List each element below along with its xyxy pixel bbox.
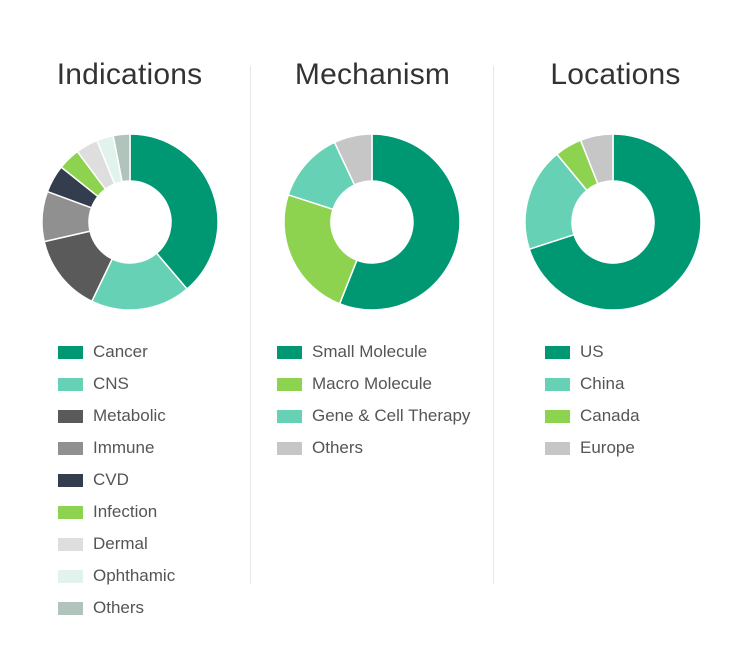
legend-label: Dermal [93,534,148,553]
legend-swatch [58,345,83,359]
legend-label: Ophthamic [93,566,176,585]
legend-swatch [58,409,83,423]
legend-label: Immune [93,438,155,457]
legend-item-small-molecule: Small Molecule [277,336,470,368]
legend-item-infection: Infection [58,496,175,528]
legend-item-gene-and-cell-therapy: Gene & Cell Therapy [277,400,470,432]
locations-legend: US China Canada Europe [545,336,640,464]
legend-swatch [58,505,83,519]
legend-label: Europe [580,438,635,457]
legend-item-canada: Canada [545,400,640,432]
legend-item-cns: CNS [58,368,175,400]
indications-legend: Cancer CNS Metabolic Immune CVD Infection Derm… [58,336,175,624]
legend-swatch [545,377,570,391]
legend-item-immune: Immune [58,432,175,464]
divider [493,66,494,584]
legend-label: Canada [580,406,640,425]
legend-label: Infection [93,502,158,521]
legend-label: Small Molecule [312,342,428,361]
legend-item-ophthamic: Ophthamic [58,560,175,592]
legend-item-metabolic: Metabolic [58,400,175,432]
legend-swatch [545,441,570,455]
slice-others [112,133,131,183]
legend-label: Others [312,438,364,457]
legend-swatch [277,409,302,423]
legend-swatch [58,441,83,455]
locations-panel: Locations US China Canada Europe [494,0,737,663]
legend-label: US [580,342,604,361]
legend-label: Metabolic [93,406,166,425]
chart-title: Indications [56,58,203,91]
legend-item-china: China [545,368,640,400]
locations-donut [524,133,702,311]
indications-panel: Indications Cancer CNS Metabolic Immune CVD I… [8,0,251,663]
legend-swatch [58,377,83,391]
legend-swatch [545,409,570,423]
slice-cancer [129,133,219,291]
slice-europe [579,133,614,185]
legend-swatch [58,601,83,615]
legend-swatch [58,473,83,487]
legend-label: CNS [93,374,129,393]
mechanism-donut [283,133,461,311]
indications-donut [41,133,219,311]
slice-macro-molecule [283,193,358,305]
legend-swatch [58,569,83,583]
legend-item-macro-molecule: Macro Molecule [277,368,470,400]
legend-item-others: Others [277,432,470,464]
mechanism-panel: Mechanism Small Molecule Macro Molecule Ge… [251,0,494,663]
slice-others [333,133,373,186]
legend-label: CVD [93,470,129,489]
slice-us [528,133,702,311]
legend-item-europe: Europe [545,432,640,464]
legend-label: Others [93,598,145,617]
legend-label: Gene & Cell Therapy [312,406,471,425]
slice-small-molecule [338,133,461,311]
legend-swatch [277,345,302,359]
mechanism-legend: Small Molecule Macro Molecule Gene & Cell … [277,336,470,464]
legend-label: China [580,374,625,393]
legend-item-others: Others [58,592,175,624]
chart-title: Locations [550,58,681,91]
chart-title: Mechanism [294,58,451,91]
legend-swatch [58,537,83,551]
legend-label: Cancer [93,342,148,361]
legend-item-cancer: Cancer [58,336,175,368]
legend-item-us: US [545,336,640,368]
legend-swatch [277,441,302,455]
divider [250,66,251,584]
legend-item-cvd: CVD [58,464,175,496]
legend-item-dermal: Dermal [58,528,175,560]
legend-label: Macro Molecule [312,374,432,393]
legend-swatch [545,345,570,359]
legend-swatch [277,377,302,391]
